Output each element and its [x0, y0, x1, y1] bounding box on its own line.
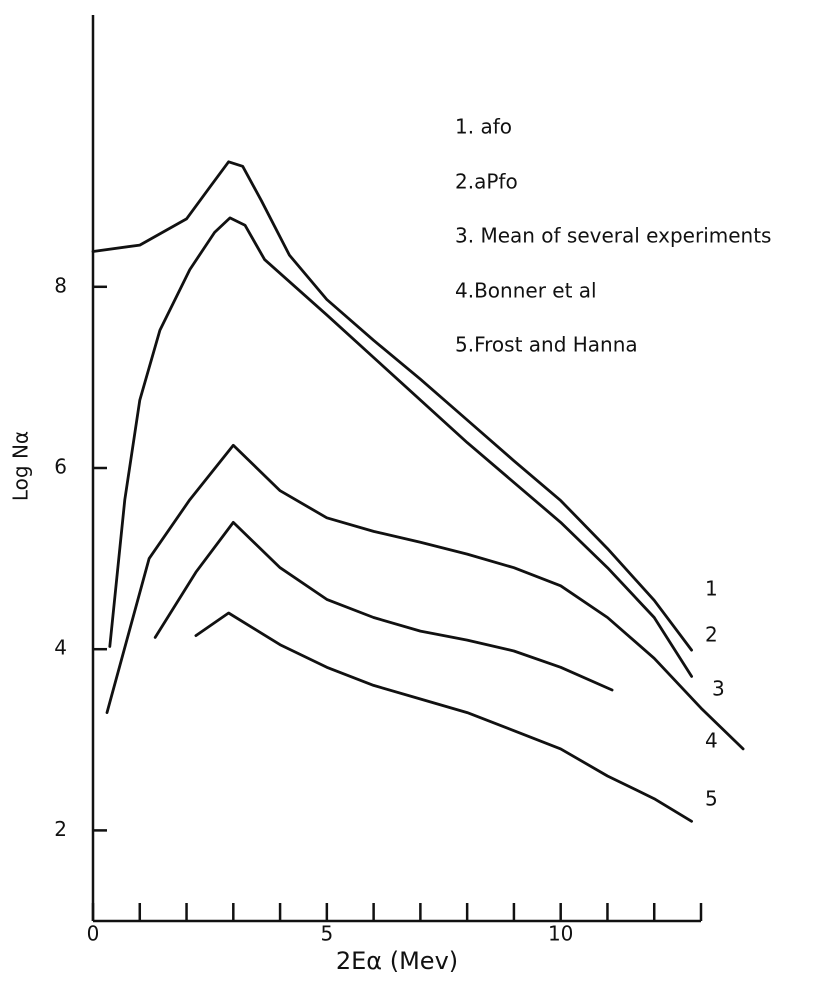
y-tick-label: 6 — [54, 455, 67, 479]
line — [105, 443, 745, 751]
curve-label: 3 — [712, 677, 725, 701]
curve-label: 2 — [705, 623, 718, 647]
line — [108, 216, 693, 678]
x-tick-label: 5 — [320, 922, 333, 946]
y-tick-label: 2 — [54, 817, 67, 841]
y-axis-label: Log Nα — [9, 431, 33, 501]
line — [91, 160, 693, 652]
curve-label: 4 — [705, 729, 718, 753]
y-tick-label: 4 — [54, 636, 67, 660]
legend-entry: 1. afo — [455, 115, 512, 139]
x-axis-label: 2Eα (Mev) — [336, 947, 458, 975]
legend-entry: 4.Bonner et al — [455, 279, 597, 303]
curve-label: 1 — [705, 577, 718, 601]
curve-label: 5 — [705, 787, 718, 811]
line — [194, 611, 693, 823]
line — [153, 521, 614, 692]
x-tick-label: 0 — [87, 922, 100, 946]
y-tick-label: 8 — [54, 273, 67, 297]
x-tick-label: 10 — [548, 922, 573, 946]
legend-entry: 2.aPfo — [455, 170, 518, 194]
legend-entry: 5.Frost and Hanna — [455, 333, 638, 357]
legend-entry: 3. Mean of several experiments — [455, 224, 771, 248]
